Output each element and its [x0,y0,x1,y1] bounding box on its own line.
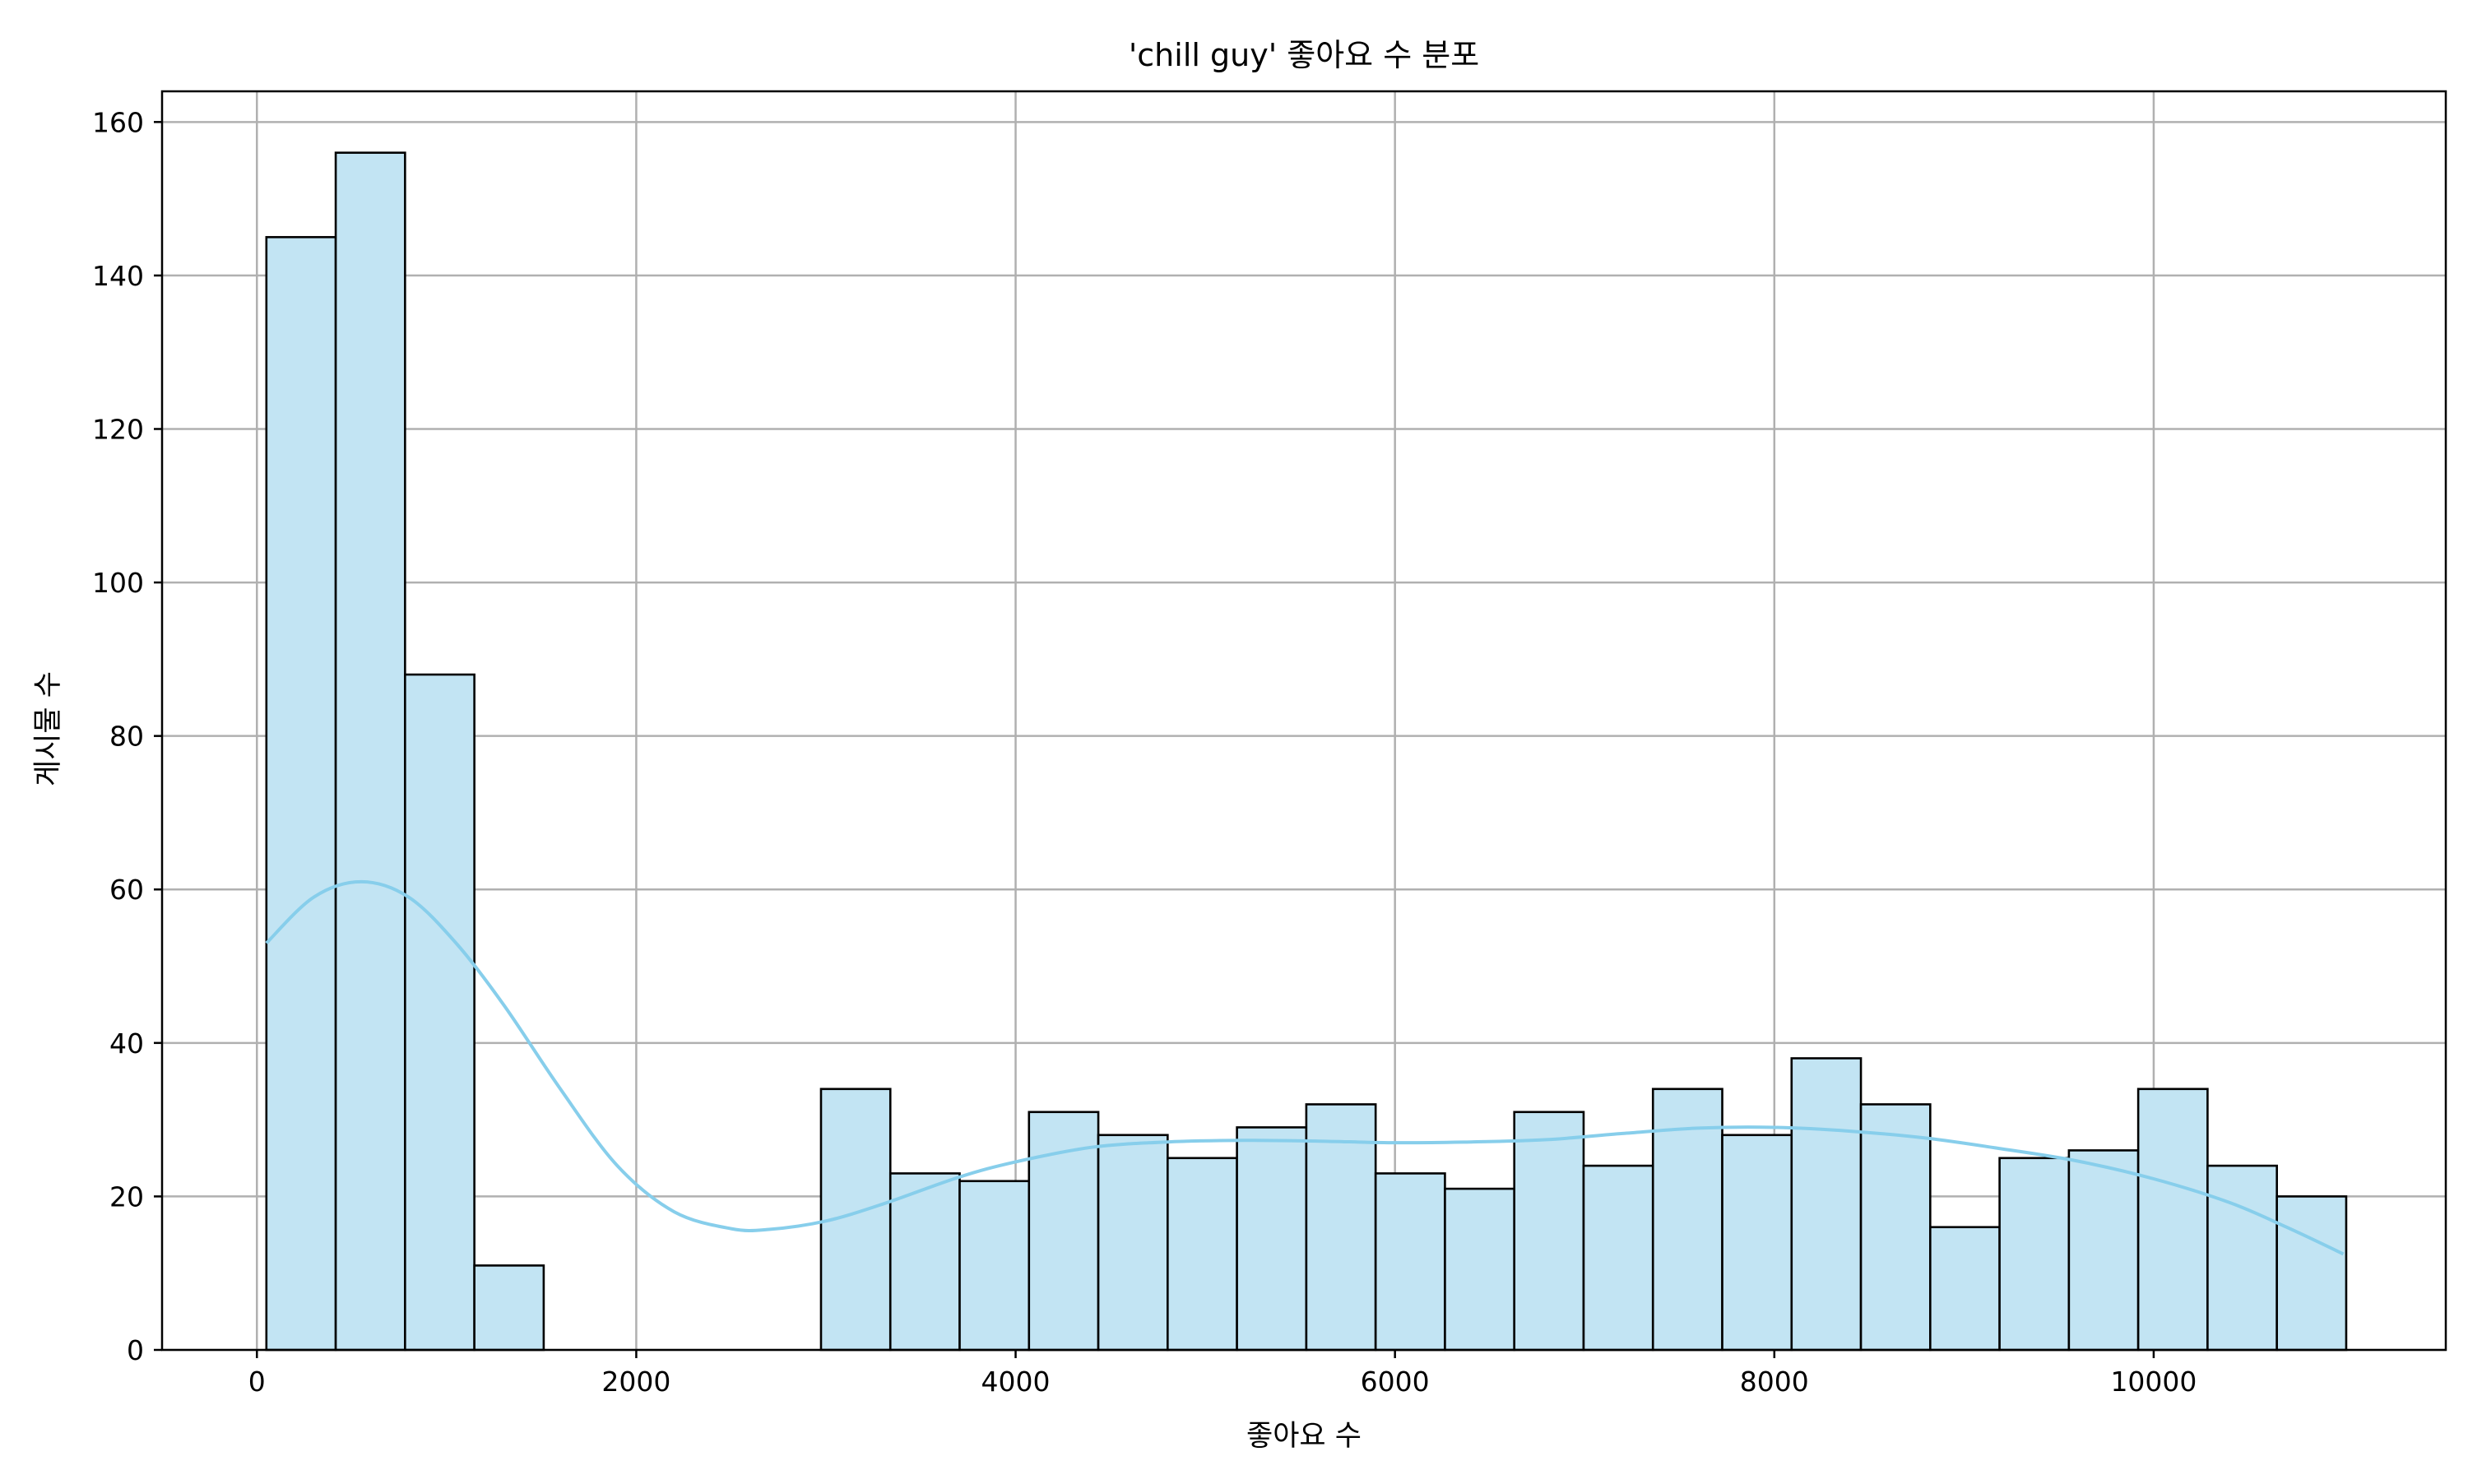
histogram-bar [1305,1103,1377,1352]
y-tick-label: 100 [92,567,144,599]
histogram-bar [2206,1164,2278,1352]
y-tick-label: 80 [109,721,144,753]
histogram-bar [1721,1134,1793,1352]
histogram-bar [1998,1157,2071,1352]
histogram-bar [958,1180,1031,1352]
y-tick-label: 0 [127,1334,144,1366]
y-tick-label: 20 [109,1180,144,1213]
grid-layer [162,91,2446,1352]
x-tick-label: 8000 [1740,1366,1809,1398]
histogram-bar [1374,1172,1446,1352]
y-tick-label: 160 [92,106,144,138]
histogram-bar [1790,1057,1863,1352]
histogram-bar [1582,1164,1654,1352]
y-tick-label: 140 [92,260,144,292]
x-tick-label: 10000 [2110,1366,2197,1398]
histogram-bar [1859,1103,1932,1352]
x-tick-label: 6000 [1361,1366,1430,1398]
histogram-bar [1651,1087,1723,1352]
y-tick-label: 40 [109,1027,144,1060]
histogram-bar [1513,1111,1585,1352]
ticks-layer: 0 2000 4000 6000 8000 10000 0 20 40 60 80 100 120 140… [92,106,2197,1398]
axes-frame [160,90,2447,1352]
histogram-bar [888,1172,961,1352]
histogram-bar [2136,1087,2209,1352]
histogram-bar [334,151,406,1352]
bars-layer [265,151,2348,1352]
histogram-bar [2067,1149,2140,1352]
x-tick-label: 4000 [981,1366,1051,1398]
plot-frame [160,90,2447,1352]
chart-title: 'chill guy' 좋아요 수 분포 [1129,37,1479,73]
histogram-bar [1444,1187,1515,1352]
histogram-bar [1097,1134,1169,1352]
histogram-bar [2275,1195,2348,1352]
y-axis-label: 게시물 수 [32,671,65,786]
histogram-bar [265,235,337,1352]
histogram-bar [1929,1226,2001,1352]
x-axis-label: 좋아요 수 [1246,1420,1362,1453]
y-tick-label: 60 [109,874,144,906]
histogram-bar [1167,1157,1238,1352]
kde-curve [265,879,2345,1256]
kde-layer [265,879,2345,1256]
y-tick-label: 120 [92,413,144,445]
histogram-bar [473,1264,545,1352]
x-tick-label: 2000 [601,1366,670,1398]
histogram-bar [1236,1126,1308,1352]
histogram-bar [404,673,476,1352]
x-tick-label: 0 [248,1366,266,1398]
